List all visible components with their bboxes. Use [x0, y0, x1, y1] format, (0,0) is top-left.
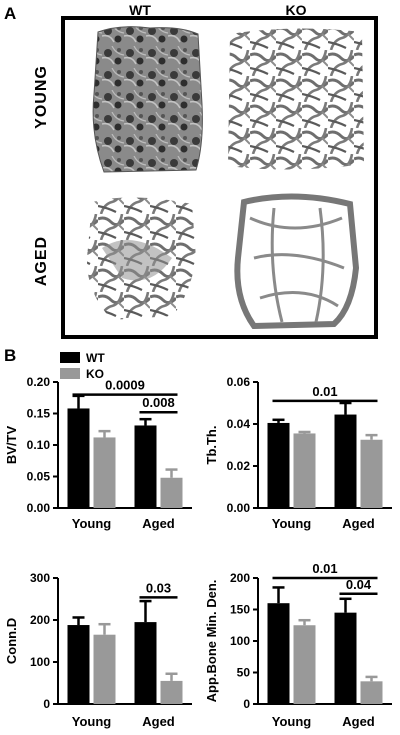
y-tick-label: 0.02	[227, 459, 251, 473]
bar-wt	[134, 622, 157, 704]
bar-wt	[334, 612, 357, 704]
column-label-ko: KO	[285, 2, 307, 18]
bar-ko	[160, 477, 183, 508]
x-tick-label: Aged	[142, 714, 175, 729]
bar-ko	[293, 625, 316, 704]
chart-bv-tv: 0.00 0.05 0.10 0.15 0.20 BV/TV Young Aged 0.0009…	[4, 375, 192, 531]
y-tick-label: 0.06	[227, 375, 251, 389]
y-axis-label: App.Bone Min. Den.	[204, 580, 219, 703]
bar-ko	[360, 681, 383, 704]
y-axis-label: Conn.D	[4, 618, 19, 664]
column-label-wt: WT	[129, 2, 151, 18]
y-tick-label: 0.04	[227, 417, 251, 431]
x-tick-label: Aged	[342, 516, 375, 531]
y-tick-label: 300	[30, 571, 50, 585]
panel-b-letter: B	[4, 346, 17, 365]
legend-swatch-wt	[60, 352, 80, 363]
x-tick-label: Young	[72, 714, 112, 729]
y-tick-label: 50	[237, 666, 251, 680]
y-tick-label: 100	[230, 634, 250, 648]
bar-wt	[67, 408, 90, 508]
bar-wt	[334, 414, 357, 508]
x-tick-label: Young	[272, 714, 312, 729]
y-axis-label: BV/TV	[4, 426, 19, 465]
row-label-young: YOUNG	[33, 65, 50, 129]
y-tick-label: 200	[230, 571, 250, 585]
y-axis-label: Tb.Th.	[204, 426, 219, 465]
x-tick-label: Young	[72, 516, 112, 531]
p-value-label: 0.04	[346, 577, 372, 592]
y-tick-label: 0	[243, 697, 250, 711]
panel-a-letter: A	[4, 4, 17, 23]
bar-wt	[267, 603, 290, 704]
bar-ko	[160, 680, 183, 704]
row-label-aged: AGED	[33, 235, 50, 287]
micro-ct-wt-aged	[87, 197, 196, 320]
x-tick-label: Aged	[142, 516, 175, 531]
micro-ct-ko-young	[228, 28, 364, 170]
p-value-label: 0.01	[312, 561, 337, 576]
y-tick-label: 0.10	[27, 438, 51, 452]
bar-wt	[67, 625, 90, 704]
p-value-label: 0.0009	[105, 378, 145, 393]
chart-app-bone-min-den: 0 50 100 150 200 App.Bone Min. Den. Young Aged 0…	[204, 561, 392, 729]
y-tick-label: 0.00	[27, 501, 51, 515]
y-tick-label: 0	[43, 697, 50, 711]
micro-ct-wt-young	[92, 26, 203, 173]
p-value-label: 0.01	[312, 384, 337, 399]
y-tick-label: 0.20	[27, 375, 51, 389]
legend-label-ko: KO	[86, 367, 104, 381]
bar-ko	[293, 433, 316, 508]
y-tick-label: 0.15	[27, 407, 51, 421]
y-tick-label: 200	[30, 613, 50, 627]
bar-wt	[267, 422, 290, 508]
legend-swatch-ko	[60, 368, 80, 379]
legend-label-wt: WT	[86, 352, 105, 365]
bar-ko	[360, 439, 383, 508]
p-value-label: 0.008	[142, 395, 175, 410]
chart-tb-th: 0.00 0.02 0.04 0.06 Tb.Th. Young Aged 0.01	[204, 375, 392, 531]
y-tick-label: 100	[30, 655, 50, 669]
chart-conn-d: 0 100 200 300 Conn.D Young Aged 0.03	[4, 571, 192, 729]
bar-ko	[93, 634, 116, 704]
y-tick-label: 150	[230, 603, 250, 617]
bar-ko	[93, 437, 116, 508]
micro-ct-ko-aged	[234, 193, 360, 330]
bar-wt	[134, 425, 157, 508]
p-value-label: 0.03	[146, 580, 171, 595]
y-tick-label: 0.05	[27, 470, 51, 484]
chart-legend: WT KO	[60, 352, 105, 381]
x-tick-label: Aged	[342, 714, 375, 729]
y-tick-label: 0.00	[227, 501, 251, 515]
x-tick-label: Young	[272, 516, 312, 531]
